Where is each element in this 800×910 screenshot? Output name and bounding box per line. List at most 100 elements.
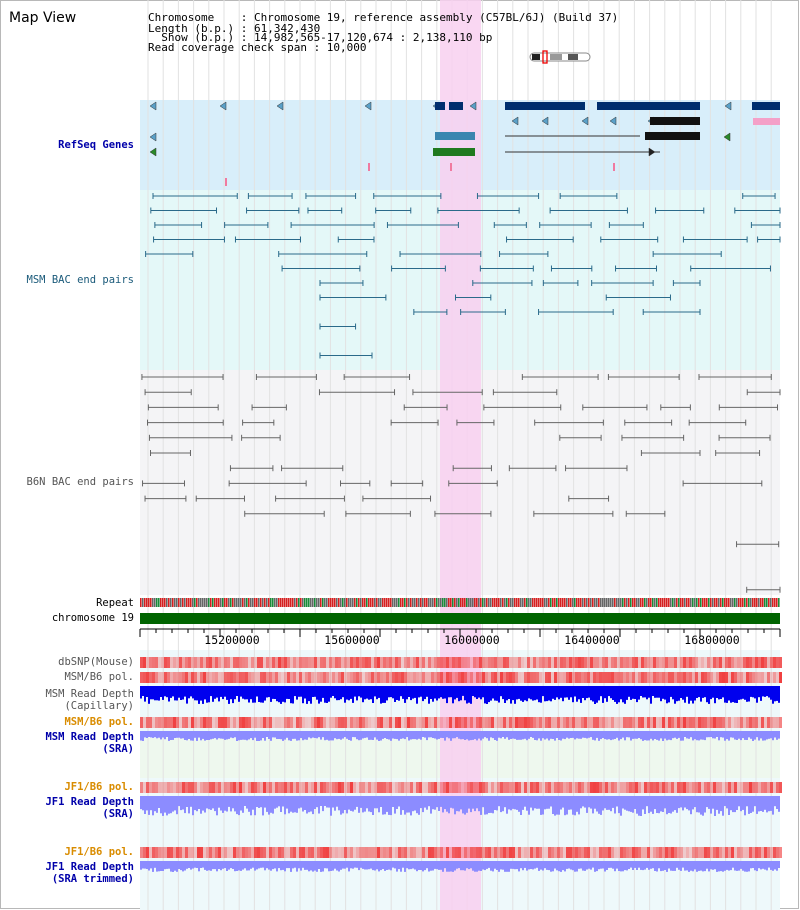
heat-cell: [374, 717, 377, 728]
heat-cell: [221, 847, 224, 858]
heat-cell: [206, 847, 209, 858]
depth-bar: [522, 731, 524, 740]
depth-bar: [342, 861, 344, 869]
heat-cell: [428, 847, 431, 858]
heat-cell: [755, 657, 758, 668]
depth-bar: [668, 796, 670, 813]
depth-bar: [524, 796, 526, 807]
repeat-element: [740, 598, 742, 607]
track-label-b6n-bac[interactable]: B6N BAC end pairs: [26, 476, 134, 488]
heat-cell: [599, 657, 602, 668]
heat-cell: [455, 672, 458, 683]
depth-bar: [518, 861, 520, 872]
heat-cell: [179, 847, 182, 858]
heat-cell: [383, 782, 386, 793]
depth-bar: [458, 861, 460, 869]
depth-bar: [334, 686, 336, 699]
depth-bar: [218, 686, 220, 702]
depth-bar: [324, 686, 326, 703]
depth-bar: [212, 796, 214, 809]
depth-bar: [748, 861, 750, 872]
heat-cell: [548, 847, 551, 858]
repeat-element: [480, 598, 482, 607]
depth-bar: [346, 861, 348, 868]
heat-cell: [260, 657, 263, 668]
repeat-element: [250, 598, 252, 607]
depth-bar: [284, 686, 286, 703]
heat-cell: [704, 847, 707, 858]
depth-bar: [682, 861, 684, 868]
depth-bar: [144, 796, 146, 814]
depth-bar: [544, 686, 546, 702]
depth-bar: [152, 861, 154, 872]
track-label-msm-bac[interactable]: MSM BAC end pairs: [26, 274, 134, 286]
heat-cell: [557, 782, 560, 793]
heat-cell: [725, 717, 728, 728]
repeat-element: [632, 598, 634, 607]
axis-tick-label: 15200000: [204, 633, 260, 647]
track-label-repeat: Repeat: [96, 597, 134, 609]
repeat-element: [302, 598, 304, 607]
heat-cell: [515, 847, 518, 858]
track-label-refseq[interactable]: RefSeq Genes: [58, 139, 134, 151]
depth-bar: [192, 861, 194, 869]
depth-bar: [608, 731, 610, 740]
depth-bar: [582, 731, 584, 738]
heat-cell: [335, 672, 338, 683]
heat-cell: [551, 782, 554, 793]
repeat-element: [254, 598, 256, 607]
depth-bar: [218, 796, 220, 808]
depth-bar: [538, 861, 540, 871]
depth-bar: [438, 686, 440, 699]
depth-bar: [348, 861, 350, 872]
depth-bar: [338, 861, 340, 872]
repeat-element: [354, 598, 356, 607]
depth-bar: [244, 861, 246, 869]
repeat-element: [190, 598, 192, 607]
depth-bar: [316, 686, 318, 700]
depth-bar: [684, 686, 686, 703]
depth-bar: [694, 796, 696, 808]
depth-bar: [396, 861, 398, 872]
heat-cell: [410, 717, 413, 728]
heat-cell: [761, 717, 764, 728]
depth-bar: [288, 861, 290, 869]
heat-cell: [737, 717, 740, 728]
heat-cell: [752, 847, 755, 858]
depth-bar: [220, 796, 222, 811]
repeat-element: [668, 598, 670, 607]
heat-cell: [431, 717, 434, 728]
depth-bar: [536, 731, 538, 741]
depth-bar: [300, 796, 302, 808]
repeat-element: [676, 598, 678, 607]
depth-bar: [166, 686, 168, 698]
depth-bar: [722, 861, 724, 872]
heat-cell: [248, 717, 251, 728]
repeat-element: [176, 598, 178, 607]
heat-cell: [494, 717, 497, 728]
heat-cell: [416, 657, 419, 668]
repeat-element: [488, 598, 490, 607]
depth-bar: [326, 686, 328, 703]
repeat-element: [616, 598, 618, 607]
depth-bar: [430, 796, 432, 814]
depth-bar: [644, 796, 646, 814]
depth-bar: [402, 861, 404, 868]
repeat-element: [372, 598, 374, 607]
heat-cell: [749, 782, 752, 793]
gene-block: [435, 102, 445, 110]
heat-cell: [668, 672, 671, 683]
depth-bar: [444, 686, 446, 699]
depth-bar: [164, 731, 166, 740]
depth-bar: [670, 796, 672, 814]
heat-cell: [659, 847, 662, 858]
depth-bar: [426, 796, 428, 810]
heat-cell: [452, 782, 455, 793]
depth-bar: [432, 731, 434, 738]
heat-cell: [143, 717, 146, 728]
heat-cell: [467, 782, 470, 793]
depth-bar: [182, 731, 184, 739]
depth-bar: [494, 796, 496, 810]
depth-bar: [284, 796, 286, 815]
